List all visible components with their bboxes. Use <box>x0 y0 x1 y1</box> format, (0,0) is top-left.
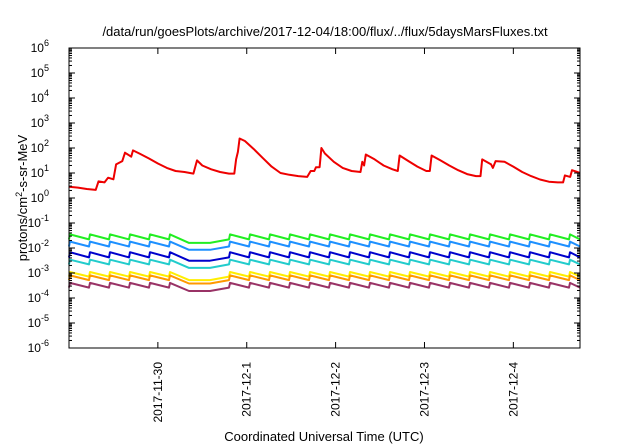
y-axis-label: protons/cm2-s-sr-MeV <box>14 134 30 261</box>
x-tick-label: 2017-12-4 <box>506 362 520 417</box>
y-tick-label: 10-3 <box>28 263 49 280</box>
y-tick-label: 104 <box>31 88 49 105</box>
chart-title: /data/run/goesPlots/archive/2017-12-04/1… <box>102 24 548 39</box>
y-tick-label: 100 <box>31 188 49 205</box>
x-tick-label: 2017-12-3 <box>417 362 431 417</box>
series-layer <box>68 137 581 292</box>
series-line <box>68 258 581 269</box>
x-tick-label: 2017-11-30 <box>151 362 165 423</box>
x-tick-label: 2017-12-2 <box>329 362 343 417</box>
y-tick-label: 10-4 <box>28 288 49 305</box>
series-line <box>68 274 581 285</box>
x-axis: 2017-11-30 2017-12-1 2017-12-2 2017-12-3 201… <box>151 48 520 423</box>
series-line <box>68 281 581 292</box>
series-line <box>68 137 581 191</box>
series-line <box>68 240 581 251</box>
plot-frame <box>68 47 581 349</box>
y-tick-label: 10-1 <box>28 213 49 230</box>
y-tick-label: 106 <box>31 38 49 55</box>
y-tick-label: 103 <box>31 113 49 130</box>
y-tick-label: 10-2 <box>28 238 49 255</box>
y-tick-label: 10-6 <box>28 338 49 355</box>
x-tick-label: 2017-12-1 <box>240 362 254 417</box>
y-tick-label: 101 <box>31 163 49 180</box>
y-axis: 10-6 10-5 10-4 10-3 10-2 10-1 100 101 102 103 104 1… <box>28 38 580 355</box>
y-tick-label: 102 <box>31 138 49 155</box>
x-axis-label: Coordinated Universal Time (UTC) <box>224 429 423 444</box>
y-tick-label: 105 <box>31 63 49 80</box>
y-tick-label: 10-5 <box>28 313 49 330</box>
series-line <box>68 233 581 244</box>
series-line <box>68 251 581 262</box>
